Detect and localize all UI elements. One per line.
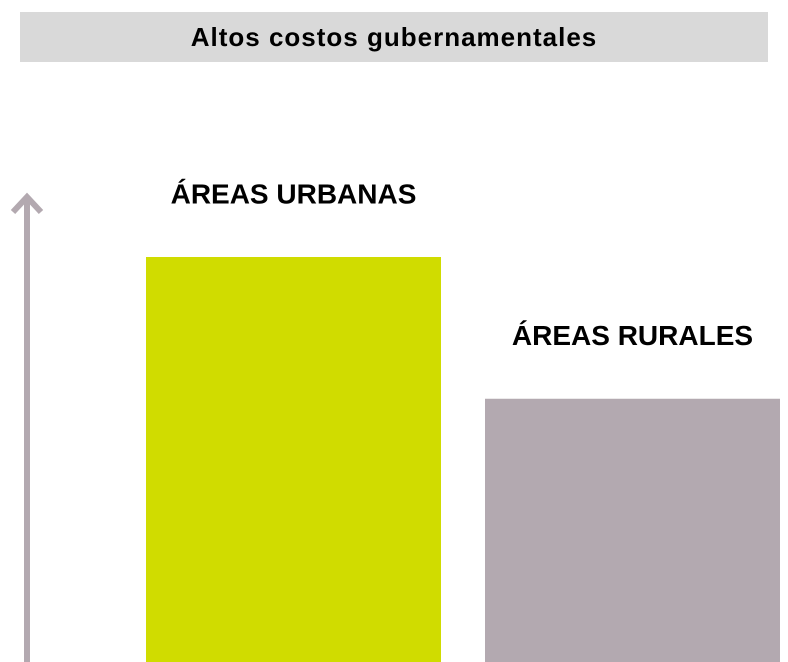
title-bar xyxy=(20,12,768,62)
chart-title: Altos costos gubernamentales xyxy=(191,22,598,52)
category-label: ÁREAS RURALES xyxy=(512,320,753,351)
arrow-head xyxy=(10,192,44,215)
category-label: ÁREAS URBANAS xyxy=(171,178,417,209)
bar xyxy=(146,257,441,662)
bar xyxy=(485,398,780,662)
